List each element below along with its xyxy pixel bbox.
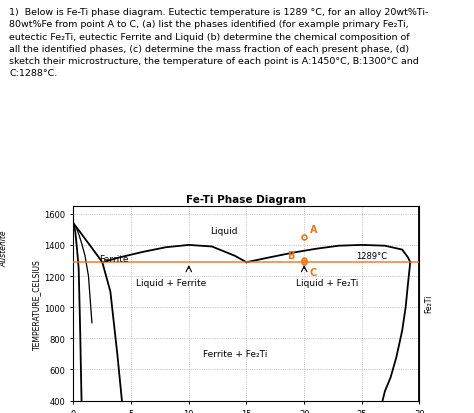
Text: C: C — [310, 267, 317, 278]
Text: Austenite: Austenite — [0, 230, 9, 266]
Text: Liquid: Liquid — [210, 227, 237, 236]
Text: 1)  Below is Fe-Ti phase diagram. Eutectic temperature is 1289 °C, for an alloy : 1) Below is Fe-Ti phase diagram. Eutecti… — [9, 8, 429, 78]
Y-axis label: TEMPERATURE_CELSIUS: TEMPERATURE_CELSIUS — [32, 258, 41, 349]
Text: Fe₂Ti: Fe₂Ti — [425, 294, 434, 313]
Text: Ferrite: Ferrite — [99, 255, 128, 264]
Title: Fe-Ti Phase Diagram: Fe-Ti Phase Diagram — [186, 195, 307, 204]
Text: Liquid + Fe₂Ti: Liquid + Fe₂Ti — [296, 278, 358, 287]
Text: Ferrite + Fe₂Ti: Ferrite + Fe₂Ti — [203, 349, 267, 358]
Text: 1289°C: 1289°C — [356, 252, 387, 261]
Text: B: B — [287, 250, 294, 260]
Text: Liquid + Ferrite: Liquid + Ferrite — [137, 278, 207, 287]
Text: A: A — [310, 225, 318, 235]
